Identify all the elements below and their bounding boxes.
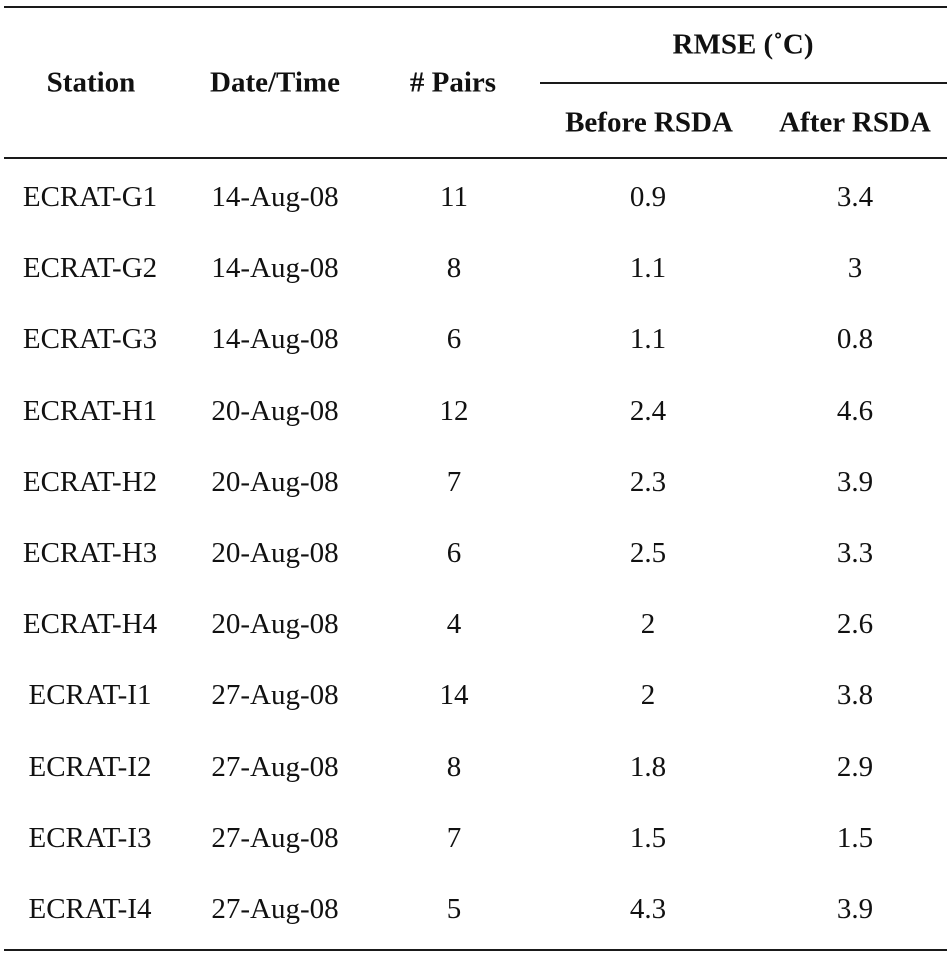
cell-station: ECRAT-I3 <box>28 821 152 854</box>
cell-station: ECRAT-I1 <box>28 679 152 712</box>
cell-after-rsda: 3.3 <box>836 537 874 570</box>
cell-after-rsda: 3.8 <box>836 679 874 712</box>
cell-before-rsda: 0.9 <box>629 181 667 214</box>
cell-before-rsda: 4.3 <box>629 892 667 925</box>
table-row: ECRAT-H4 20-Aug-08 4 2 2.6 <box>0 589 952 660</box>
table-row: ECRAT-H3 20-Aug-08 6 2.5 3.3 <box>0 518 952 589</box>
cell-date: 20-Aug-08 <box>211 608 339 641</box>
table-row: ECRAT-I4 27-Aug-08 5 4.3 3.9 <box>0 874 952 945</box>
cell-pairs: 12 <box>439 394 469 427</box>
cell-before-rsda: 1.1 <box>629 323 667 356</box>
cell-after-rsda: 4.6 <box>836 394 874 427</box>
table-row: ECRAT-I1 27-Aug-08 14 2 3.8 <box>0 660 952 731</box>
cell-pairs: 7 <box>446 821 462 854</box>
cell-date: 14-Aug-08 <box>211 323 339 356</box>
table-row: ECRAT-H2 20-Aug-08 7 2.3 3.9 <box>0 447 952 518</box>
cell-before-rsda: 1.5 <box>629 821 667 854</box>
header-bottom-rule <box>4 157 947 159</box>
cell-after-rsda: 3 <box>847 252 863 285</box>
cell-station: ECRAT-H2 <box>22 465 158 498</box>
cell-date: 20-Aug-08 <box>211 394 339 427</box>
cell-date: 14-Aug-08 <box>211 181 339 214</box>
table-bottom-rule <box>4 949 947 951</box>
table-row: ECRAT-H1 20-Aug-08 12 2.4 4.6 <box>0 376 952 447</box>
cell-after-rsda: 3.9 <box>836 465 874 498</box>
cell-date: 20-Aug-08 <box>211 537 339 570</box>
header-rmse-group: RMSE (˚C) <box>672 28 814 61</box>
cell-station: ECRAT-H4 <box>22 608 158 641</box>
cell-station: ECRAT-H3 <box>22 537 158 570</box>
cell-pairs: 11 <box>440 181 468 214</box>
cell-before-rsda: 2 <box>640 679 656 712</box>
cell-after-rsda: 2.9 <box>836 750 874 783</box>
table-row: ECRAT-G3 14-Aug-08 6 1.1 0.8 <box>0 304 952 375</box>
table-row: ECRAT-I2 27-Aug-08 8 1.8 2.9 <box>0 732 952 803</box>
cell-pairs: 8 <box>446 750 462 783</box>
table-row: ECRAT-G2 14-Aug-08 8 1.1 3 <box>0 233 952 304</box>
table-row: ECRAT-G1 14-Aug-08 11 0.9 3.4 <box>0 162 952 233</box>
cell-before-rsda: 2.5 <box>629 537 667 570</box>
cell-pairs: 6 <box>446 323 462 356</box>
cell-station: ECRAT-I2 <box>28 750 152 783</box>
header-datetime: Date/Time <box>210 66 340 99</box>
cell-before-rsda: 1.1 <box>629 252 667 285</box>
cell-after-rsda: 2.6 <box>836 608 874 641</box>
table-top-rule <box>4 6 947 8</box>
cell-station: ECRAT-G1 <box>22 181 158 214</box>
cell-date: 27-Aug-08 <box>211 892 339 925</box>
cell-pairs: 14 <box>439 679 469 712</box>
cell-station: ECRAT-G3 <box>22 323 158 356</box>
cell-before-rsda: 1.8 <box>629 750 667 783</box>
header-pairs: # Pairs <box>409 66 497 99</box>
rmse-group-rule <box>540 82 947 84</box>
cell-station: ECRAT-G2 <box>22 252 158 285</box>
cell-date: 27-Aug-08 <box>211 679 339 712</box>
cell-date: 27-Aug-08 <box>211 821 339 854</box>
cell-pairs: 7 <box>446 465 462 498</box>
cell-station: ECRAT-I4 <box>28 892 152 925</box>
cell-pairs: 6 <box>446 537 462 570</box>
cell-after-rsda: 0.8 <box>836 323 874 356</box>
cell-after-rsda: 3.4 <box>836 181 874 214</box>
cell-date: 27-Aug-08 <box>211 750 339 783</box>
rmse-table-body: ECRAT-G1 14-Aug-08 11 0.9 3.4 ECRAT-G2 14-Aug-… <box>0 162 952 945</box>
cell-pairs: 5 <box>446 892 462 925</box>
cell-before-rsda: 2.4 <box>629 394 667 427</box>
cell-after-rsda: 1.5 <box>836 821 874 854</box>
cell-date: 14-Aug-08 <box>211 252 339 285</box>
cell-pairs: 8 <box>446 252 462 285</box>
table-row: ECRAT-I3 27-Aug-08 7 1.5 1.5 <box>0 803 952 874</box>
cell-after-rsda: 3.9 <box>836 892 874 925</box>
header-after-rsda: After RSDA <box>779 106 931 139</box>
table-rows: ECRAT-G1 14-Aug-08 11 0.9 3.4 ECRAT-G2 14-Aug-… <box>0 162 952 945</box>
cell-pairs: 4 <box>446 608 462 641</box>
cell-station: ECRAT-H1 <box>22 394 158 427</box>
header-before-rsda: Before RSDA <box>565 106 733 139</box>
cell-before-rsda: 2 <box>640 608 656 641</box>
cell-date: 20-Aug-08 <box>211 465 339 498</box>
header-station: Station <box>46 66 136 99</box>
cell-before-rsda: 2.3 <box>629 465 667 498</box>
